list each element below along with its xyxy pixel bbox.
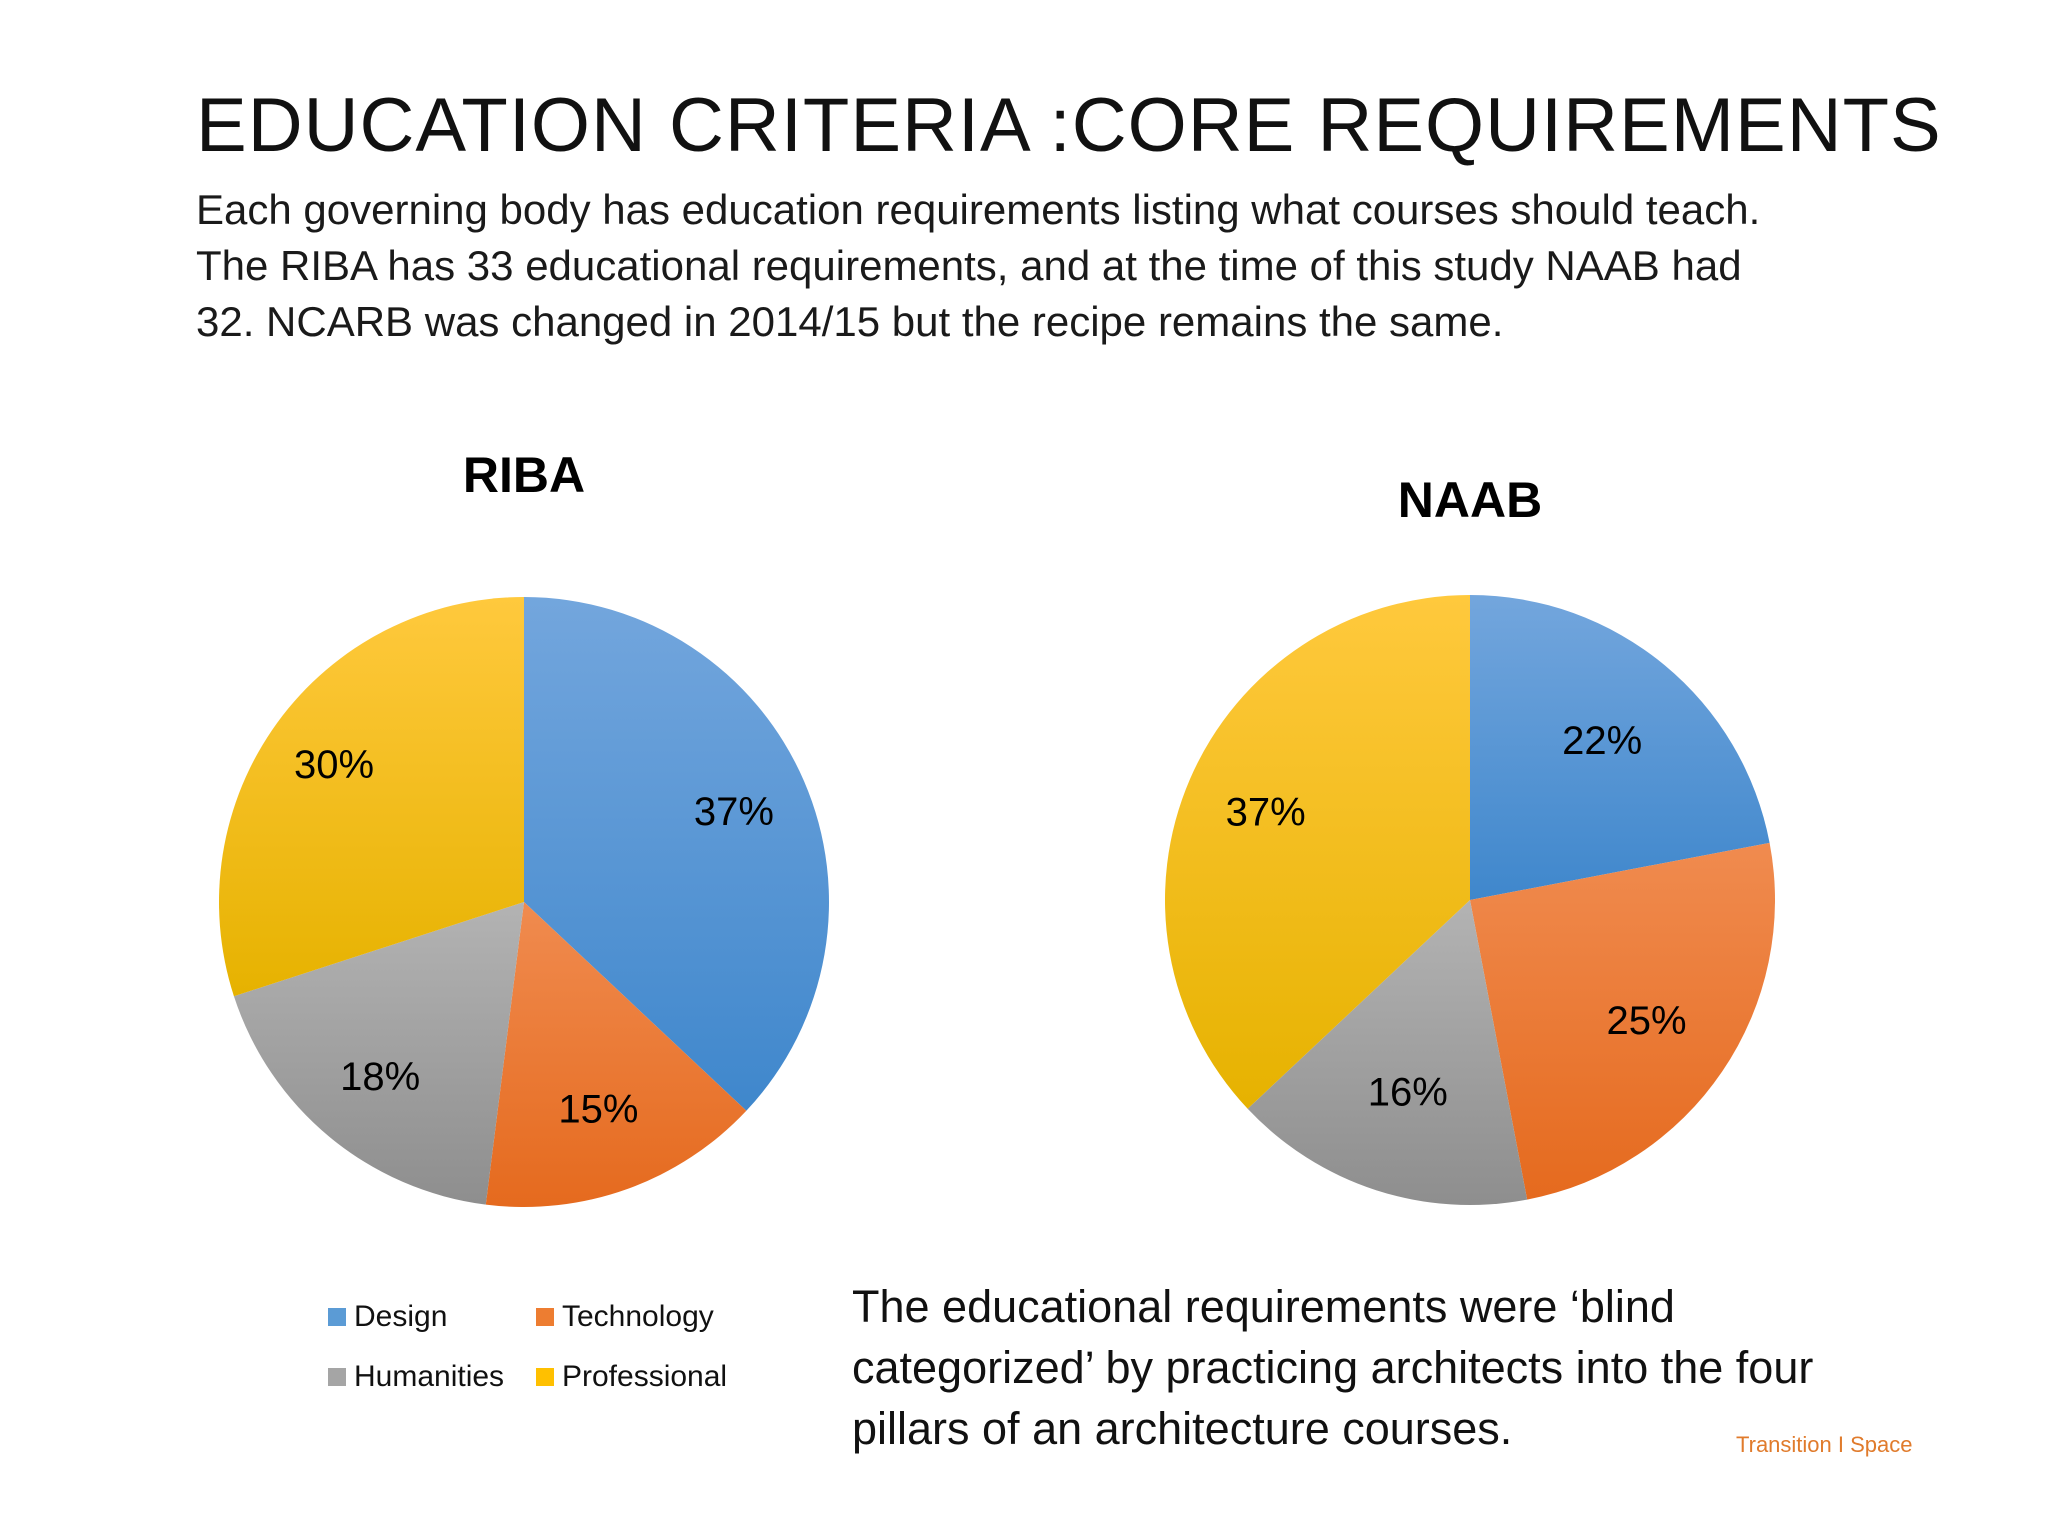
note-line: pillars of an architecture courses. bbox=[852, 1403, 1513, 1454]
note-line: categorized’ by practicing architects in… bbox=[852, 1342, 1814, 1393]
legend-swatch bbox=[536, 1368, 554, 1386]
data-label-technology: 25% bbox=[1607, 999, 1687, 1043]
subtitle-line: The RIBA has 33 educational requirements… bbox=[196, 242, 1742, 289]
legend-item-professional: Professional bbox=[536, 1360, 768, 1394]
pie-slice-technology bbox=[1470, 842, 1776, 1200]
chart-riba: RIBA 37% 15% 18% 30% bbox=[218, 447, 829, 1207]
pie-slice-humanities bbox=[1247, 900, 1528, 1205]
data-label-technology: 15% bbox=[558, 1088, 638, 1132]
legend-label: Design bbox=[354, 1300, 448, 1333]
note-text: The educational requirements were ‘blind… bbox=[852, 1276, 1972, 1459]
note-line: The educational requirements were ‘blind bbox=[852, 1281, 1675, 1332]
data-label-humanities: 16% bbox=[1368, 1070, 1448, 1114]
legend-swatch bbox=[328, 1308, 346, 1326]
footer-brand: Transition I Space bbox=[1736, 1432, 1913, 1457]
chart-title: RIBA bbox=[463, 447, 585, 503]
data-label-design: 37% bbox=[694, 790, 774, 834]
subtitle-line: 32. NCARB was changed in 2014/15 but the… bbox=[196, 298, 1504, 345]
legend-item-design: Design bbox=[328, 1300, 536, 1334]
pie-slice-humanities bbox=[233, 902, 524, 1205]
chart-naab: NAAB 22% 25% 16% 37% bbox=[1165, 472, 1776, 1205]
legend-item-humanities: Humanities bbox=[328, 1360, 536, 1394]
subtitle-line: Each governing body has education requir… bbox=[196, 186, 1761, 233]
slide-title: EDUCATION CRITERIA :CORE REQUIREMENTS bbox=[196, 83, 1942, 168]
legend-label: Humanities bbox=[354, 1360, 505, 1393]
pie-slice-design bbox=[1470, 595, 1770, 900]
data-label-professional: 30% bbox=[294, 743, 374, 787]
legend-label: Professional bbox=[562, 1360, 728, 1393]
subtitle: Each governing body has education requir… bbox=[196, 182, 1956, 350]
legend-label: Technology bbox=[562, 1300, 714, 1333]
pie-slice-design bbox=[524, 597, 829, 1111]
legend-swatch bbox=[536, 1308, 554, 1326]
legend-swatch bbox=[328, 1368, 346, 1386]
chart-title: NAAB bbox=[1398, 472, 1542, 528]
data-label-design: 22% bbox=[1562, 719, 1642, 763]
pie-slice-professional bbox=[218, 597, 524, 997]
pie-slice-technology bbox=[485, 902, 747, 1207]
legend: Design Technology Humanities Professiona… bbox=[328, 1300, 768, 1394]
data-label-professional: 37% bbox=[1226, 791, 1306, 835]
pie-slice-professional bbox=[1165, 595, 1470, 1109]
legend-item-technology: Technology bbox=[536, 1300, 768, 1334]
data-label-humanities: 18% bbox=[340, 1055, 420, 1099]
